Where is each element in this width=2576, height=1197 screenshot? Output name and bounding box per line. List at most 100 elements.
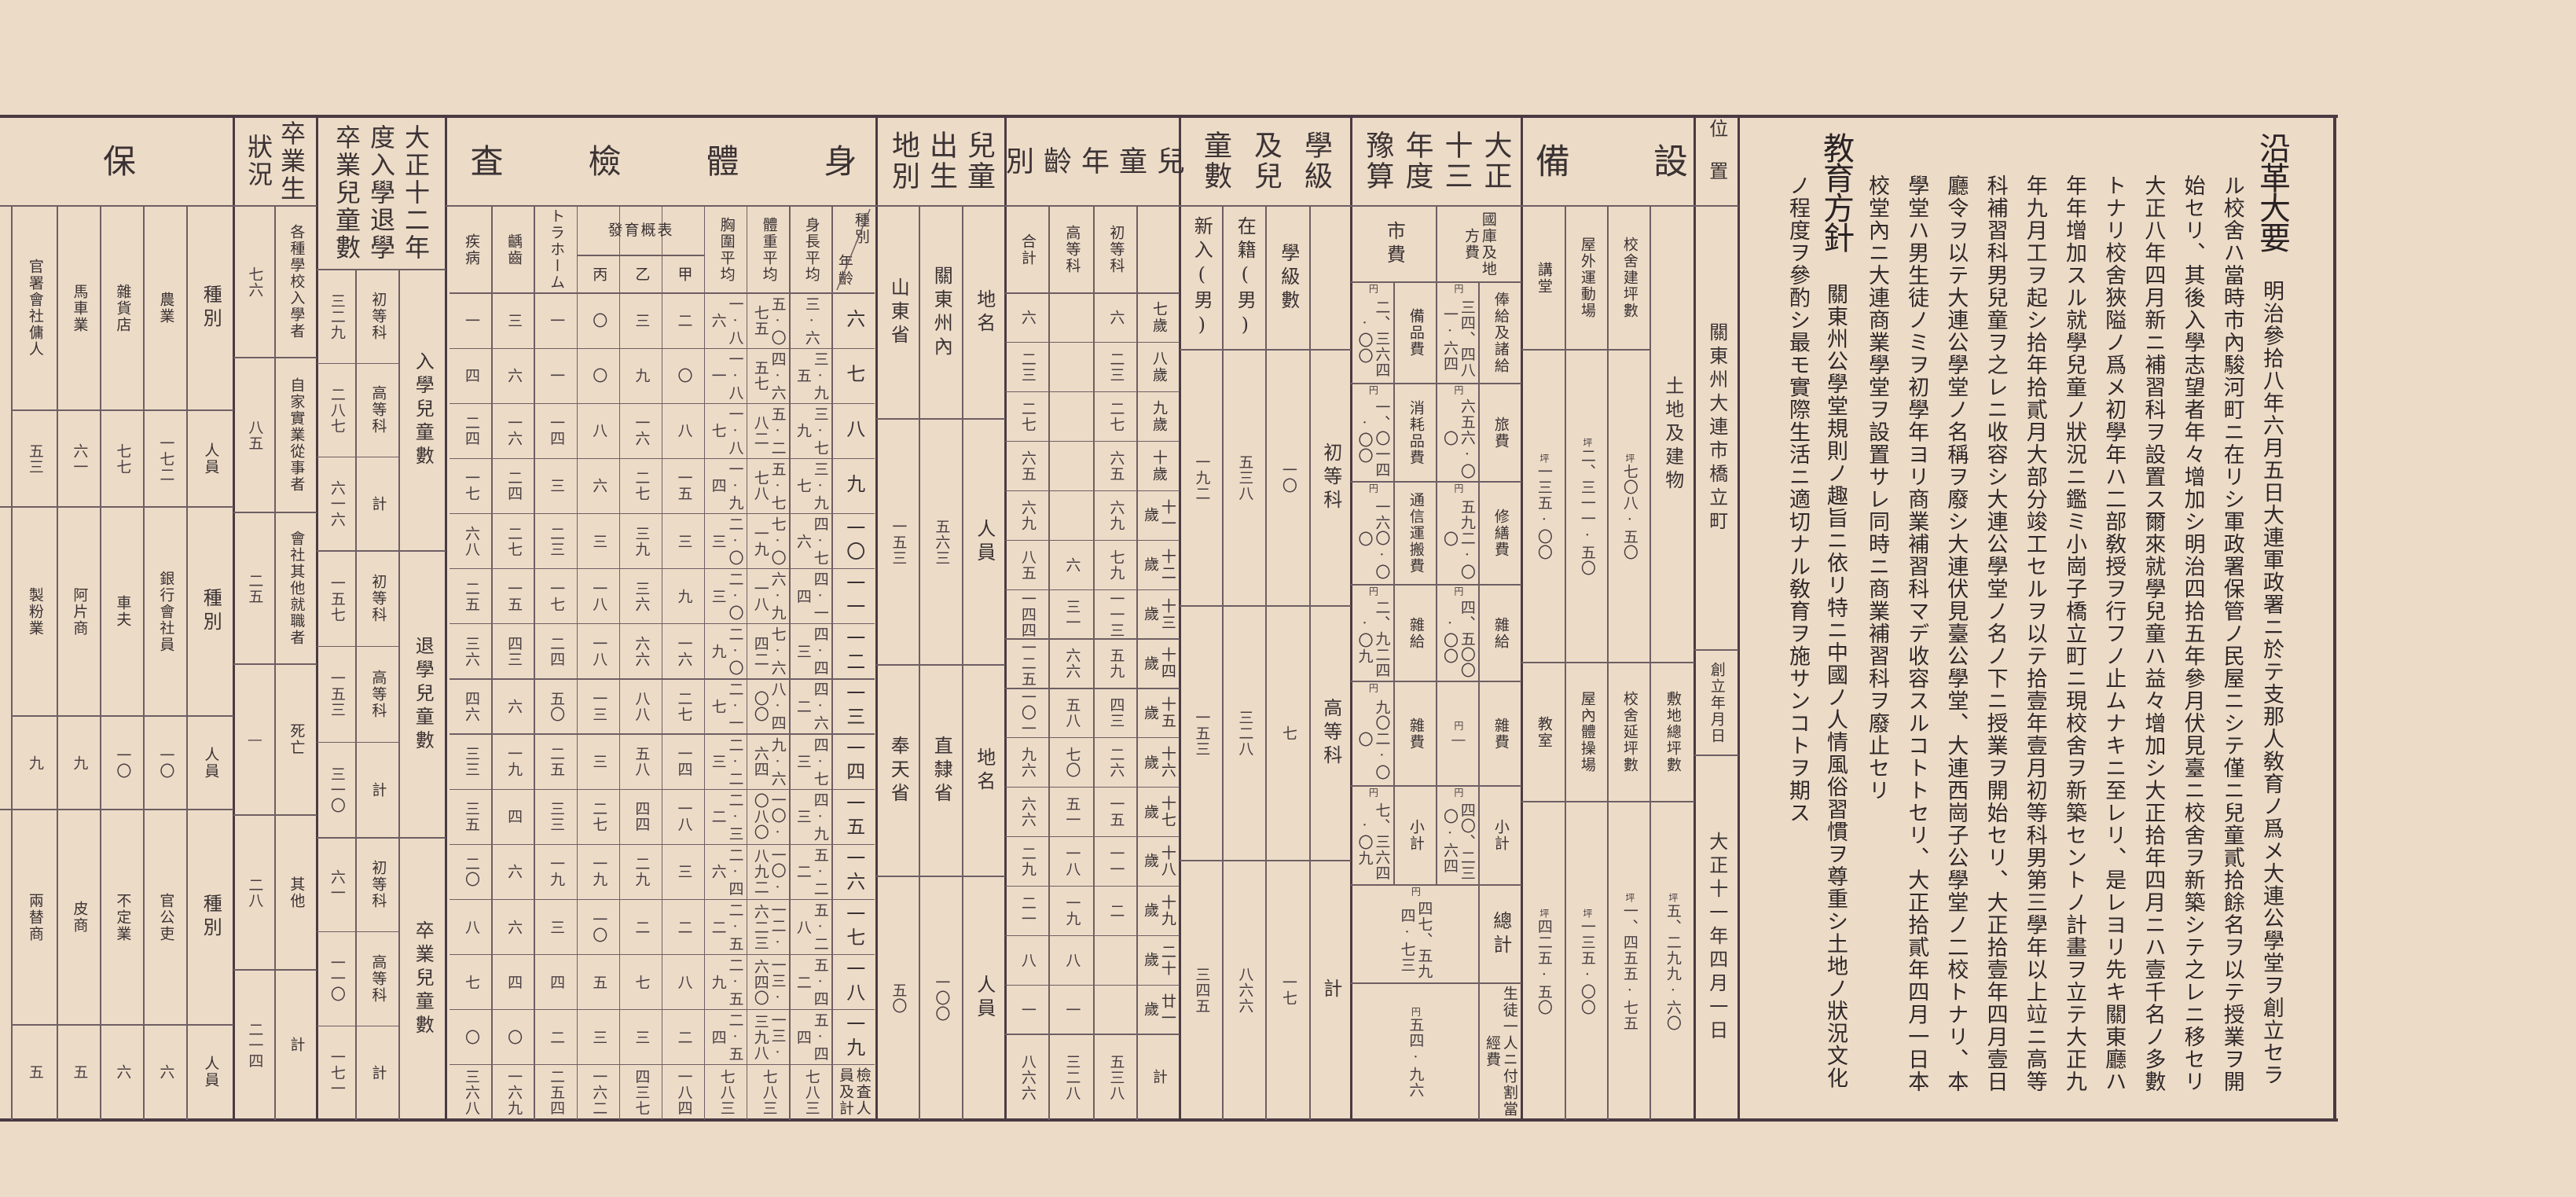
rule-line (962, 206, 963, 1120)
rule-line (12, 1024, 233, 1026)
exam-value: 二·二三 (709, 736, 744, 787)
unit-label: 円 (1410, 1007, 1422, 1017)
budget-item-label: 俸給及諸給 (1492, 292, 1510, 374)
exam-value: 二·五四 (709, 1012, 744, 1063)
exam-value: 二·四六 (709, 846, 744, 897)
movement-group-label: 入學兒童數 (412, 351, 435, 469)
exam-value: 三·九七 (794, 461, 829, 511)
occupation-name: 阿片商 (71, 586, 89, 637)
rule-line (1349, 116, 1352, 1120)
exam-age-label: 一七 (842, 903, 865, 951)
exam-value: 二九 (633, 856, 651, 888)
rule-line (789, 206, 791, 1120)
rule-line (1351, 982, 1521, 984)
rule-line (1005, 539, 1180, 541)
amount-value: 二、三一一·五〇 (1578, 448, 1596, 576)
exam-value: 一五 (505, 580, 523, 612)
rule-line (317, 456, 399, 458)
age-label: 計 (1150, 1069, 1168, 1085)
age-value (1094, 985, 1137, 1034)
exam-value: 〇 (505, 1029, 523, 1045)
exam-value: 三六八 (462, 1068, 480, 1116)
course-label: 初等科 (369, 574, 387, 624)
rule-line (1478, 282, 1480, 885)
occupation-name: 不定業 (114, 892, 132, 942)
exam-age-label: 一一 (842, 572, 865, 620)
exam-value: 四 (505, 974, 523, 990)
exam-value: 七八三 (717, 1068, 736, 1116)
age-value: 七九 (1107, 549, 1125, 581)
exam-value: 一九 (505, 746, 523, 778)
rule-line (1005, 589, 1180, 590)
rule-line (12, 409, 233, 411)
history-title: 沿革大要 (2254, 132, 2290, 252)
budget-total-amount: 円四七、五九四·七三 (1351, 885, 1479, 983)
rule-line (876, 876, 1005, 877)
exam-value: 一七 (462, 470, 480, 502)
rule-line (577, 255, 705, 256)
rule-line (317, 1025, 399, 1027)
section-title: 設備 (1521, 116, 1694, 206)
rule-line (534, 206, 535, 1120)
exam-value: 三 (675, 533, 693, 549)
exam-value: 五·四二 (794, 957, 829, 1008)
birthplace-count: 五〇 (890, 982, 908, 1014)
occupation-count: 五 (71, 1063, 89, 1080)
exam-age-label: 一二 (842, 627, 865, 675)
budget-item-label: 消耗品費 (1407, 399, 1425, 466)
exam-value: 三九 (633, 525, 651, 557)
history-line: トナリ校舍狹隘ノ爲メ初學年ハ二部敎授ヲ行フノ止ムナキニ至レリ、是レヨリ先キ關東廳… (2101, 174, 2126, 1093)
section-title: 身體檢査 (446, 116, 876, 206)
amount-value: 三四、四八一·六四 (1441, 299, 1476, 378)
rule-line (1005, 885, 1180, 887)
age-value: 一 (1018, 1001, 1037, 1018)
rule-line (1265, 206, 1267, 1120)
age-value: 八五 (1018, 549, 1037, 581)
exam-value: 五·二八 (794, 902, 829, 953)
exam-value: 一八四 (675, 1068, 693, 1116)
movement-value: 一七一 (328, 1049, 346, 1097)
rule-line (450, 1009, 875, 1011)
section-title-text: 大正十三年度豫算 (1361, 130, 1512, 192)
age-value: 一五 (1107, 796, 1125, 828)
exam-value: 五·二八二 (751, 406, 787, 456)
rule-line (450, 623, 875, 625)
amount-value: 二、九二四·〇九 (1356, 600, 1391, 678)
rule-line (1180, 860, 1351, 861)
unit-label: 円 (1367, 284, 1379, 294)
unit-label: 円 (1452, 483, 1464, 494)
exam-value: 一七 (548, 580, 566, 612)
amount-value: 五九二·〇〇 (1441, 498, 1476, 580)
unit-label: 円 (1452, 385, 1464, 395)
movement-group-label: 退學兒童數 (412, 635, 435, 754)
amount-value: 五、二九九·六〇 (1664, 902, 1682, 1031)
rule-line (831, 206, 833, 1120)
exam-value: 八八 (633, 690, 651, 722)
age-value: 一一三 (1107, 590, 1125, 638)
exam-column-header: 胸圍平均 (717, 216, 736, 283)
section-title-text: 身體檢査 (465, 143, 857, 179)
rule-line (746, 206, 748, 1120)
age-column-header: 合計 (1018, 233, 1037, 266)
rule-line (1005, 984, 1180, 986)
exam-value: 八 (675, 423, 693, 439)
age-value: 一二五 (1018, 640, 1037, 688)
exam-value: 四·六五七 (751, 351, 787, 401)
amount-value: 五四·九六 (1407, 1017, 1425, 1098)
course-label: 高等科 (369, 385, 387, 435)
age-label: 八歲 (1150, 351, 1168, 384)
section-title: 兒童出生地別 (876, 116, 1005, 206)
budget-item-amount: 円五九二·〇〇 (1437, 482, 1479, 585)
rule-line (355, 270, 357, 1120)
class-value: 一〇 (1279, 462, 1297, 494)
occupation-count: 一七二 (157, 435, 175, 483)
rule-line (1005, 835, 1180, 838)
rule-line (233, 512, 317, 513)
rule-line (450, 733, 875, 735)
age-label: 九歲 (1150, 400, 1168, 434)
age-value: 三二八 (1063, 1053, 1081, 1101)
rule-line (317, 741, 399, 744)
rule-line (450, 402, 875, 404)
exam-value: 二 (675, 313, 693, 329)
age-value: 二一 (1018, 894, 1037, 927)
